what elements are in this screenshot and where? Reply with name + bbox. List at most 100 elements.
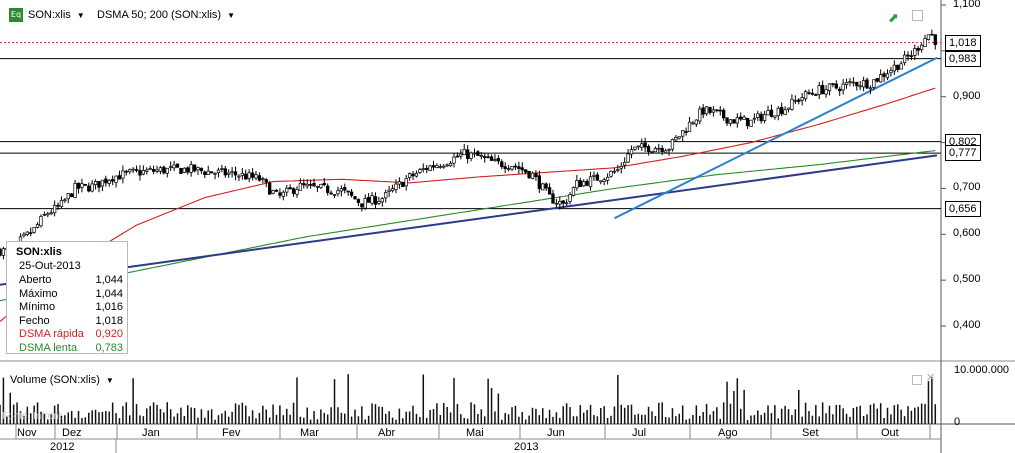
candle-body bbox=[793, 99, 797, 102]
y-tick-label: 0,600 bbox=[953, 227, 981, 240]
candle-body bbox=[902, 54, 907, 64]
candle-body bbox=[640, 143, 644, 148]
info-row: Máximo 1,044 bbox=[19, 288, 123, 300]
candle-body bbox=[527, 170, 531, 179]
candle-body bbox=[230, 171, 234, 174]
price-label: 0,983 bbox=[945, 50, 981, 67]
candle-body bbox=[923, 38, 927, 47]
candle-body bbox=[653, 148, 658, 153]
candle-body bbox=[216, 169, 221, 174]
restore-icon[interactable] bbox=[912, 375, 922, 385]
trendline[interactable] bbox=[613, 56, 938, 220]
candle-body bbox=[414, 172, 419, 177]
info-row-value: 0,783 bbox=[95, 341, 123, 354]
candle-body bbox=[909, 55, 914, 58]
candle-body bbox=[404, 178, 408, 187]
candle-body bbox=[510, 166, 514, 170]
indicator-selector[interactable]: DSMA 50; 200 (SON:xlis) ▼ bbox=[97, 9, 235, 21]
candle-body bbox=[930, 33, 934, 36]
info-row: Fecho 1,018 bbox=[19, 315, 123, 327]
info-row-value: 1,044 bbox=[95, 274, 123, 286]
candle-body bbox=[172, 164, 176, 169]
close-icon[interactable]: ✕ bbox=[926, 372, 936, 384]
candle-body bbox=[169, 166, 173, 168]
trendline[interactable] bbox=[0, 154, 938, 286]
price-plot bbox=[0, 4, 946, 327]
info-row-value: 1,044 bbox=[95, 287, 123, 300]
candle-body bbox=[619, 166, 623, 169]
candle-body bbox=[616, 169, 620, 171]
candle-body bbox=[401, 182, 405, 188]
month-label: Jul bbox=[632, 427, 647, 439]
candle-body bbox=[213, 173, 217, 175]
candle-body bbox=[244, 173, 248, 180]
candle-body bbox=[643, 142, 647, 148]
candle-body bbox=[104, 178, 108, 184]
candle-body bbox=[151, 168, 156, 172]
candle-body bbox=[578, 180, 582, 188]
candle-body bbox=[411, 173, 415, 177]
candle-body bbox=[571, 187, 576, 196]
candle-body bbox=[745, 117, 750, 127]
candle-body bbox=[1, 248, 6, 256]
candle-body bbox=[568, 194, 572, 202]
candle-body bbox=[476, 151, 480, 156]
candle-body bbox=[517, 166, 521, 169]
restore-icon[interactable] bbox=[912, 10, 923, 21]
price-label: 0,656 bbox=[945, 200, 981, 217]
candle-body bbox=[186, 167, 190, 173]
month-label: Jan bbox=[142, 427, 160, 439]
candle-body bbox=[769, 109, 774, 117]
candle-body bbox=[240, 172, 245, 176]
info-date: 25-Out-2013 bbox=[19, 260, 81, 272]
candle-body bbox=[838, 88, 842, 92]
candle-body bbox=[462, 148, 466, 156]
candle-body bbox=[438, 166, 442, 169]
candle-body bbox=[83, 183, 87, 186]
candle-body bbox=[810, 92, 815, 95]
candle-body bbox=[206, 170, 210, 176]
candle-body bbox=[435, 165, 439, 168]
candle-body bbox=[124, 170, 128, 173]
candle-body bbox=[739, 116, 743, 120]
year-label-2012: 2012 bbox=[50, 441, 75, 453]
info-row-label: DSMA rápida bbox=[19, 328, 84, 340]
candle-body bbox=[162, 166, 166, 174]
candle-body bbox=[684, 131, 688, 133]
candle-body bbox=[657, 147, 661, 150]
candle-body bbox=[319, 183, 323, 188]
candle-body bbox=[592, 174, 596, 177]
volume-axis-max: 10.000.000 bbox=[954, 364, 1010, 376]
candle-body bbox=[489, 156, 494, 161]
candle-body bbox=[691, 122, 695, 125]
info-row-value: 1,018 bbox=[95, 314, 123, 327]
trend-arrow-icon[interactable]: ⬈ bbox=[888, 10, 899, 25]
candle-body bbox=[80, 183, 84, 188]
candle-body bbox=[780, 106, 784, 115]
candle-body bbox=[22, 233, 26, 237]
candle-body bbox=[636, 145, 640, 148]
candle-body bbox=[346, 190, 350, 193]
candle-body bbox=[56, 204, 60, 207]
candle-body bbox=[633, 146, 637, 150]
candle-body bbox=[155, 169, 159, 172]
candle-body bbox=[554, 202, 559, 205]
candle-body bbox=[534, 173, 538, 177]
candle-body bbox=[356, 199, 361, 203]
candle-body bbox=[100, 179, 105, 187]
month-label: Mar bbox=[300, 427, 319, 439]
symbol-selector[interactable]: SON:xlis ▼ bbox=[28, 9, 85, 21]
candle-body bbox=[288, 187, 292, 190]
info-row: Mínimo 1,016 bbox=[19, 301, 123, 313]
volume-axis-zero: 0 bbox=[954, 416, 961, 428]
moving-average-line bbox=[0, 87, 936, 322]
candle-body bbox=[732, 119, 736, 124]
candle-body bbox=[0, 248, 2, 256]
volume-selector[interactable]: Volume (SON:xlis) ▼ bbox=[10, 374, 114, 386]
candle-body bbox=[629, 149, 634, 155]
candle-body bbox=[906, 54, 910, 57]
candle-body bbox=[650, 150, 654, 153]
candle-body bbox=[237, 175, 241, 178]
candle-body bbox=[459, 153, 463, 157]
